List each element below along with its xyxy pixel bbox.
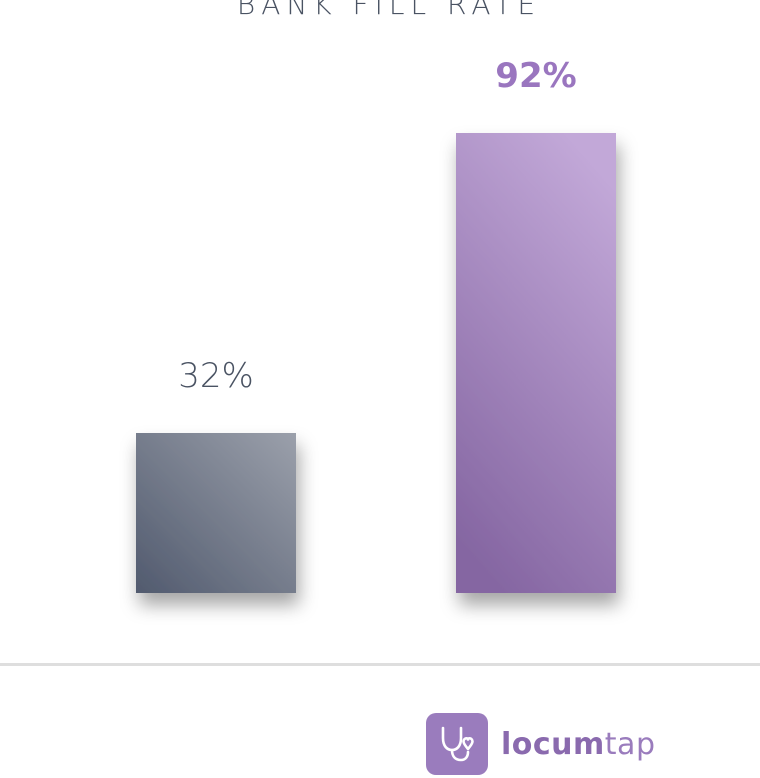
brand-name-bold: locum [501,726,605,762]
chart-title: BANK FILL RATE [236,0,542,21]
chart-baseline [0,663,760,666]
brand-name: locumtap [501,727,656,762]
bar-2 [456,133,616,593]
brand-logo: locumtap [426,713,656,775]
bar-1 [136,433,296,593]
brand-name-light: tap [604,726,656,762]
bar-1-value-label: 32% [178,356,254,396]
stethoscope-heart-icon [426,713,488,775]
bar-2-value-label: 92% [495,56,576,96]
bar-chart: 32% 92% [136,56,616,593]
